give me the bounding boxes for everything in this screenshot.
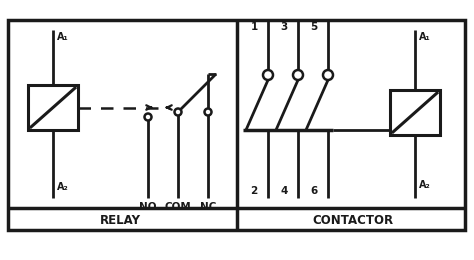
Text: 5: 5	[310, 22, 318, 32]
Text: NC: NC	[200, 202, 216, 212]
Text: A₂: A₂	[57, 182, 69, 192]
Text: NO: NO	[139, 202, 157, 212]
Text: 2: 2	[250, 186, 258, 196]
Text: A₁: A₁	[57, 32, 69, 42]
Text: COM: COM	[164, 202, 191, 212]
Circle shape	[174, 108, 182, 115]
Circle shape	[323, 70, 333, 80]
Circle shape	[263, 70, 273, 80]
Text: CONTACTOR: CONTACTOR	[312, 213, 393, 226]
Text: 3: 3	[281, 22, 288, 32]
Text: A₂: A₂	[419, 180, 431, 190]
Circle shape	[145, 114, 152, 120]
Bar	[390, 90, 440, 135]
Text: 1: 1	[250, 22, 258, 32]
Circle shape	[293, 70, 303, 80]
Text: A₁: A₁	[419, 32, 431, 42]
Text: RELAY: RELAY	[100, 213, 140, 226]
Bar	[8, 20, 465, 230]
Text: 6: 6	[310, 186, 318, 196]
Bar	[28, 85, 78, 130]
Circle shape	[204, 108, 211, 115]
Text: 4: 4	[280, 186, 288, 196]
